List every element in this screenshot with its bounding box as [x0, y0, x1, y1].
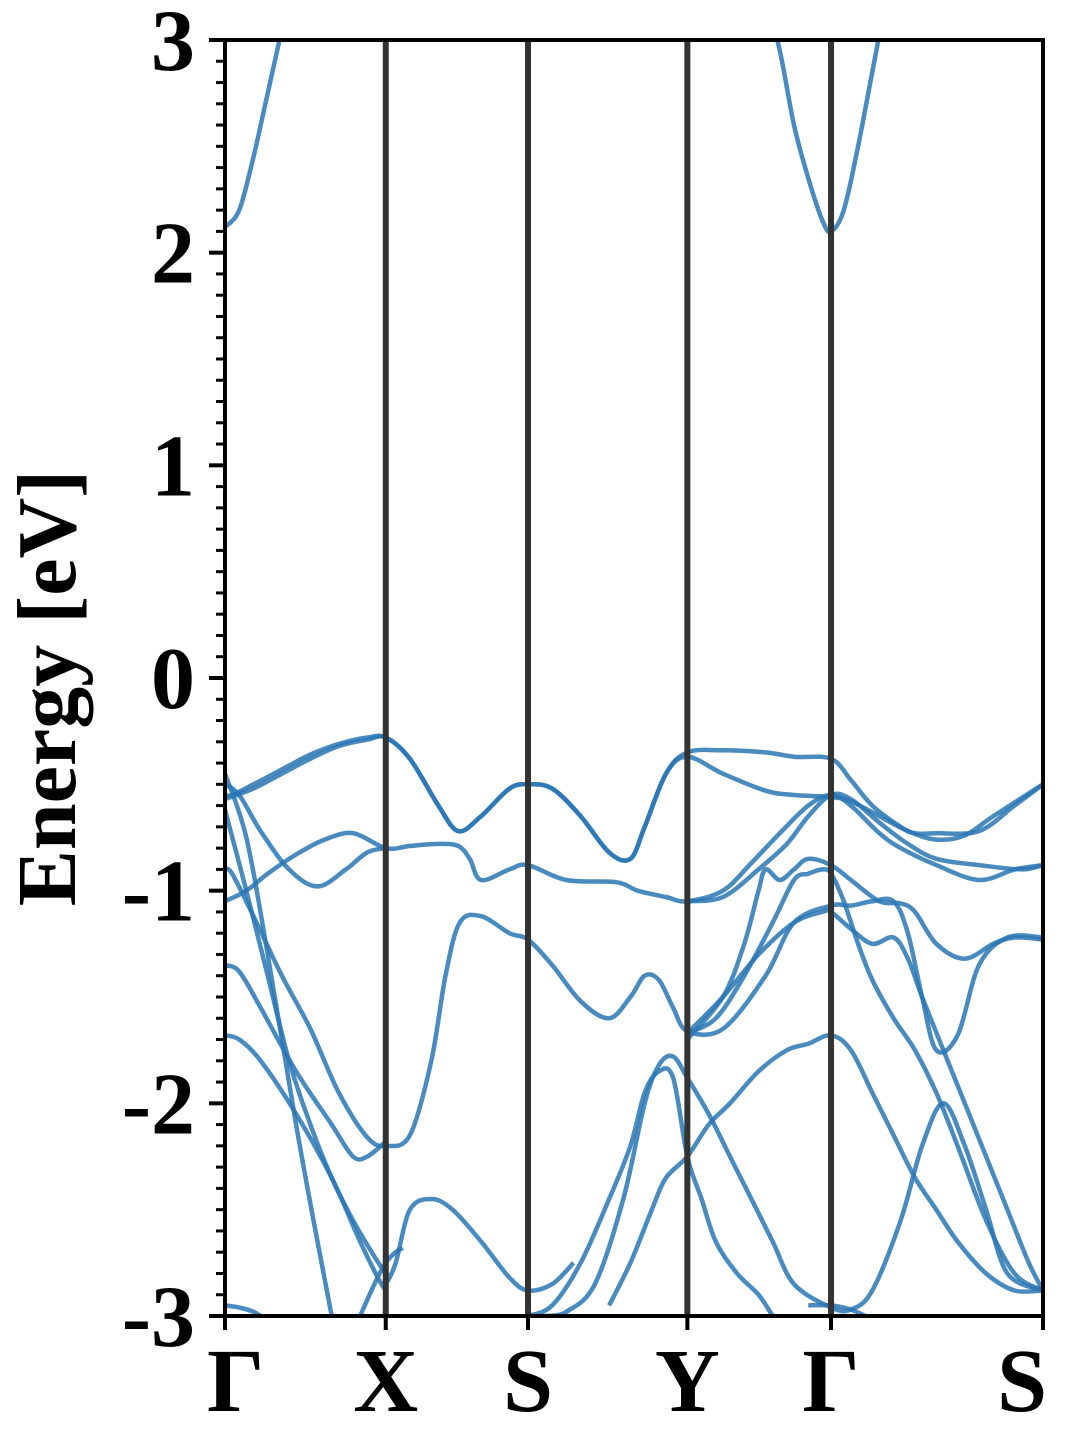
band-lines — [225, 40, 1043, 1316]
y-tick-label: 1 — [151, 418, 195, 515]
band-line-18 — [527, 1066, 775, 1316]
band-line-1 — [225, 40, 282, 229]
band-line-6 — [225, 782, 387, 889]
band-line-3 — [225, 733, 1043, 863]
band-line-2 — [774, 40, 881, 235]
band-line-15 — [225, 772, 334, 1316]
x-tick-label: Γ — [802, 1332, 859, 1431]
x-tick-label: Γ — [207, 1332, 264, 1431]
y-axis-ticks — [209, 38, 225, 1318]
x-tick-label: Y — [655, 1332, 720, 1431]
kpoint-lines — [382, 40, 835, 1316]
band-line-7 — [687, 791, 1043, 904]
band-line-12 — [225, 962, 388, 1162]
x-tick-label: X — [353, 1332, 418, 1431]
x-tick-label: S — [997, 1332, 1047, 1431]
band-line-5 — [225, 792, 1043, 904]
band-line-10 — [686, 867, 1043, 1293]
y-axis-tick-labels: -3 -2 -1 0 1 2 3 — [122, 0, 195, 1366]
y-tick-label: 2 — [151, 206, 195, 303]
band-line-13 — [225, 809, 388, 1275]
y-tick-label: 3 — [151, 0, 195, 90]
band-line-8 — [685, 856, 1043, 1041]
band-line-19 — [607, 1032, 1043, 1307]
y-tick-label: -1 — [122, 844, 195, 941]
y-tick-label: -2 — [122, 1056, 195, 1153]
y-tick-label: 0 — [151, 631, 195, 728]
band-line-17 — [544, 1053, 1043, 1316]
band-line-4 — [225, 734, 1043, 863]
y-axis-label: Energy [eV] — [1, 470, 94, 906]
plot-frame — [223, 38, 1045, 1318]
band-line-14 — [225, 1033, 576, 1293]
band-line-9 — [225, 866, 1043, 1149]
band-line-21 — [808, 1302, 867, 1316]
band-line-11 — [685, 907, 1043, 1292]
y-tick-label: -3 — [122, 1269, 195, 1366]
x-tick-label: S — [503, 1332, 553, 1431]
